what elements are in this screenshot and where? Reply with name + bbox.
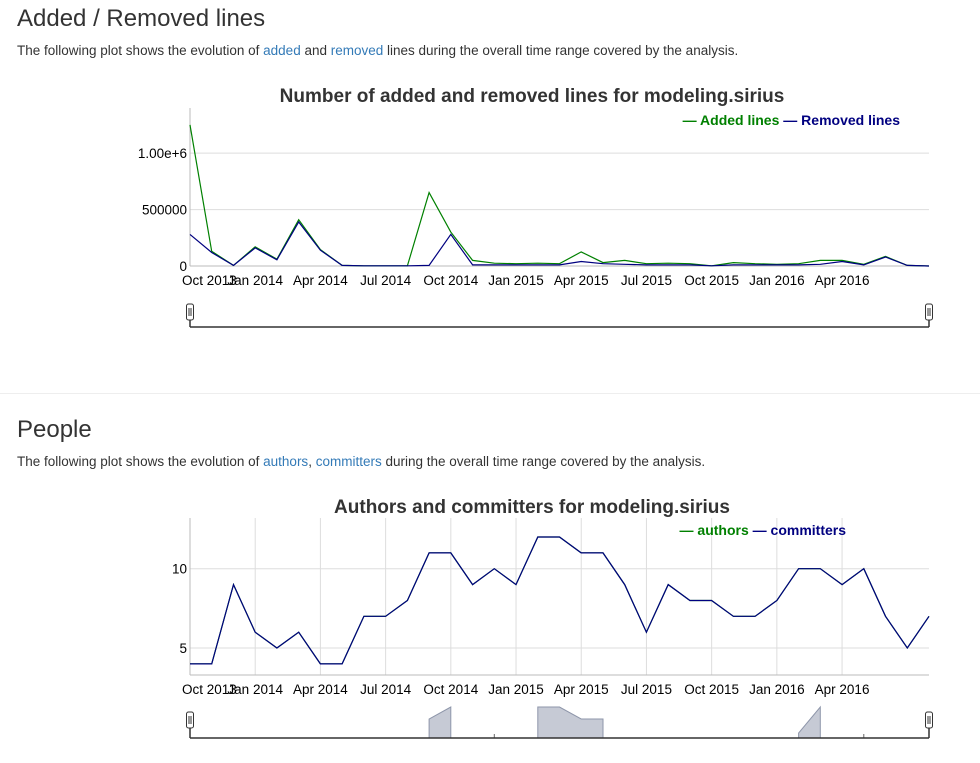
series-line-committers <box>190 536 930 665</box>
x-tick-label: Apr 2015 <box>554 273 609 288</box>
x-tick-label: Oct 2014 <box>423 273 478 288</box>
y-tick-label: 5 <box>179 641 187 656</box>
range-selector-bar <box>798 705 821 739</box>
series-line-removed-lines <box>189 220 930 267</box>
committers-link[interactable]: committers <box>315 454 382 469</box>
x-tick-label: Jul 2014 <box>360 273 412 288</box>
legend-dash: — <box>683 112 700 128</box>
legend: — authors — committers <box>680 522 847 538</box>
x-tick-label: Jan 2014 <box>227 273 283 288</box>
x-tick-label: Jul 2015 <box>621 682 672 697</box>
x-tick-label: Jan 2016 <box>749 682 805 697</box>
range-handle-left[interactable] <box>186 711 194 729</box>
section-title-lines: Added / Removed lines <box>17 5 266 32</box>
desc-text: during the overall time range covered by… <box>381 454 706 469</box>
authors-link[interactable]: authors <box>263 454 309 469</box>
legend: — Added lines — Removed lines <box>683 112 901 128</box>
desc-text: , <box>308 454 316 469</box>
legend-label[interactable]: authors <box>697 522 749 538</box>
x-tick-label: Oct 2015 <box>684 682 739 697</box>
series-line-added-lines <box>189 124 930 267</box>
x-tick-label: Oct 2015 <box>684 273 739 288</box>
section-title-people: People <box>17 416 92 443</box>
section-description-lines: The following plot shows the evolution o… <box>17 43 738 58</box>
x-tick-label: Oct 2013 <box>182 273 237 288</box>
range-handle-right[interactable] <box>925 711 933 729</box>
chart-title: Authors and committers for modeling.siri… <box>334 497 730 518</box>
x-tick-label: Apr 2016 <box>815 273 870 288</box>
legend-label[interactable]: Added lines <box>700 112 780 128</box>
desc-text: The following plot shows the evolution o… <box>17 454 264 469</box>
x-tick-label: Jan 2015 <box>488 682 544 697</box>
y-tick-label: 10 <box>172 562 187 577</box>
removed-link[interactable]: removed <box>330 43 384 58</box>
series-line-authors <box>190 536 930 665</box>
x-tick-label: Jul 2015 <box>621 273 672 288</box>
x-tick-label: Apr 2014 <box>293 682 348 697</box>
legend-dash: — <box>779 112 801 128</box>
y-tick-label: 0 <box>179 259 187 274</box>
legend-label[interactable]: Removed lines <box>801 112 900 128</box>
desc-text: lines during the overall time range cove… <box>383 43 739 58</box>
added-link[interactable]: added <box>263 43 301 58</box>
chart-title: Number of added and removed lines for mo… <box>280 86 785 107</box>
legend-label[interactable]: committers <box>771 522 847 538</box>
lines-chart[interactable]: Number of added and removed lines for mo… <box>0 0 980 340</box>
x-tick-label: Oct 2014 <box>423 682 478 697</box>
x-tick-label: Jan 2016 <box>749 273 805 288</box>
x-tick-label: Apr 2016 <box>815 682 870 697</box>
range-selector-bar <box>428 706 452 739</box>
legend-dash: — <box>749 522 771 538</box>
legend-dash: — <box>680 522 698 538</box>
range-selector-bar <box>537 706 604 739</box>
x-tick-label: Apr 2015 <box>554 682 609 697</box>
y-tick-label: 500000 <box>142 203 187 218</box>
y-tick-label: 1.00e+6 <box>138 146 187 161</box>
section-divider <box>0 393 980 394</box>
desc-text: and <box>300 43 331 58</box>
x-tick-label: Apr 2014 <box>293 273 348 288</box>
range-handle-right[interactable] <box>925 303 933 321</box>
range-handle-left[interactable] <box>186 303 194 321</box>
x-tick-label: Oct 2013 <box>182 682 237 697</box>
x-tick-label: Jan 2014 <box>227 682 283 697</box>
x-tick-label: Jul 2014 <box>360 682 412 697</box>
desc-text: The following plot shows the evolution o… <box>17 43 264 58</box>
section-description-people: The following plot shows the evolution o… <box>17 454 705 469</box>
x-tick-label: Jan 2015 <box>488 273 544 288</box>
